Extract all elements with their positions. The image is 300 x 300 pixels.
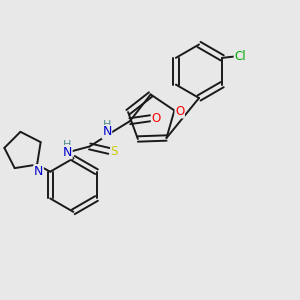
Text: S: S <box>111 145 118 158</box>
Text: N: N <box>63 146 72 159</box>
Text: Cl: Cl <box>234 50 246 63</box>
Text: N: N <box>34 165 43 178</box>
Text: N: N <box>102 125 112 138</box>
Text: O: O <box>152 112 160 125</box>
Text: O: O <box>175 105 184 118</box>
Text: H: H <box>63 140 72 150</box>
Text: H: H <box>103 120 111 130</box>
